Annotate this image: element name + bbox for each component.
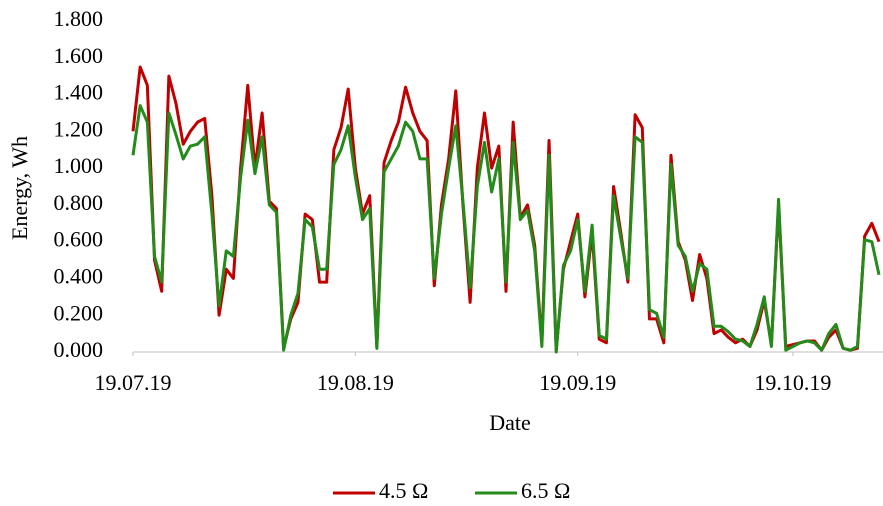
legend-label: 4.5 Ω: [379, 478, 428, 503]
y-tick-label: 0.200: [54, 300, 104, 325]
y-tick-label: 1.200: [54, 116, 104, 141]
y-tick-label: 0.000: [54, 337, 104, 362]
y-tick-label: 1.000: [54, 153, 104, 178]
y-tick-label: 0.400: [54, 263, 104, 288]
y-tick-label: 0.800: [54, 190, 104, 215]
y-tick-label: 1.400: [54, 80, 104, 105]
series-line: [131, 104, 881, 354]
x-tick-label: 19.09.19: [539, 370, 616, 395]
y-tick-label: 1.800: [54, 6, 104, 31]
x-tick-label: 19.07.19: [95, 370, 172, 395]
legend-label: 6.5 Ω: [521, 478, 570, 503]
y-tick-label: 1.600: [54, 43, 104, 68]
x-tick-label: 19.10.19: [754, 370, 831, 395]
y-tick-label: 0.600: [54, 227, 104, 252]
x-axis-title: Date: [489, 410, 531, 435]
y-axis-title: Energy, Wh: [7, 136, 32, 240]
x-tick-label: 19.08.19: [317, 370, 394, 395]
